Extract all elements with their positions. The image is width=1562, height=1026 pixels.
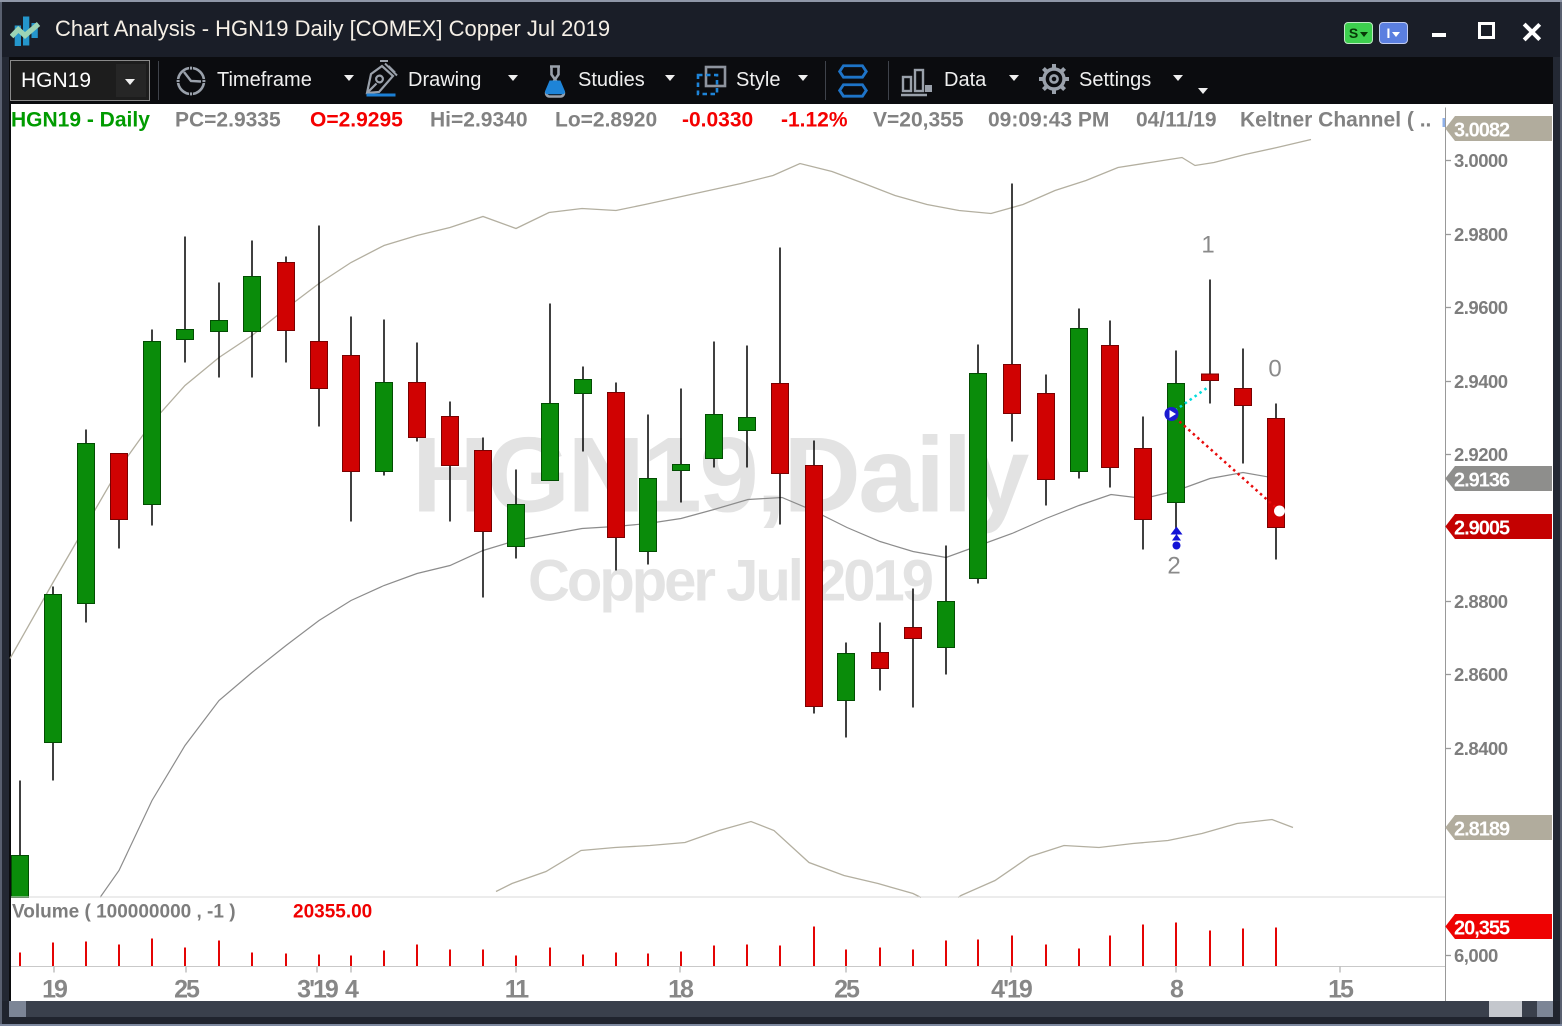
svg-text:2.9800: 2.9800 (1454, 224, 1508, 245)
svg-text:20355.00: 20355.00 (293, 901, 372, 922)
svg-text:20,355: 20,355 (1454, 917, 1510, 939)
svg-text:Hi=2.9340: Hi=2.9340 (430, 108, 528, 131)
svg-text:2: 2 (1167, 552, 1180, 579)
svg-text:-0.0330: -0.0330 (682, 108, 753, 131)
svg-text:19: 19 (42, 975, 67, 1001)
svg-text:4'19: 4'19 (991, 975, 1032, 1001)
svg-text:15: 15 (1328, 975, 1354, 1001)
svg-text:3'19: 3'19 (297, 975, 338, 1001)
svg-text:2.9136: 2.9136 (1454, 469, 1510, 491)
svg-text:2.8189: 2.8189 (1454, 818, 1510, 840)
svg-text:Volume ( 100000000 , -1 ): Volume ( 100000000 , -1 ) (12, 901, 236, 922)
svg-text:2.9600: 2.9600 (1454, 297, 1508, 318)
svg-text:25: 25 (834, 975, 860, 1001)
svg-text:-1.12%: -1.12% (781, 108, 848, 131)
svg-text:PC=2.9335: PC=2.9335 (175, 108, 281, 131)
svg-text:2.8600: 2.8600 (1454, 664, 1508, 685)
svg-text:04/11/19: 04/11/19 (1136, 108, 1217, 131)
svg-text:V=20,355: V=20,355 (873, 108, 964, 131)
svg-text:2.9005: 2.9005 (1454, 517, 1510, 539)
svg-text:3.0082: 3.0082 (1454, 119, 1510, 141)
svg-text:11: 11 (505, 975, 530, 1001)
svg-text:2.9400: 2.9400 (1454, 371, 1508, 392)
svg-text:Copper Jul 2019: Copper Jul 2019 (528, 548, 933, 613)
svg-text:2.8400: 2.8400 (1454, 738, 1508, 759)
svg-text:1: 1 (1201, 231, 1214, 258)
svg-text:18: 18 (668, 975, 694, 1001)
svg-text:Lo=2.8920: Lo=2.8920 (555, 108, 657, 131)
svg-text:2.9200: 2.9200 (1454, 444, 1508, 465)
svg-text:25: 25 (174, 975, 200, 1001)
svg-text:Keltner Channel ( ..: Keltner Channel ( .. (1240, 108, 1431, 131)
svg-text:09:09:43 PM: 09:09:43 PM (988, 108, 1109, 131)
svg-text:0: 0 (1268, 355, 1281, 382)
svg-text:4: 4 (345, 975, 359, 1001)
svg-text:O=2.9295: O=2.9295 (310, 108, 403, 131)
svg-text:HGN19 - Daily: HGN19 - Daily (11, 108, 150, 131)
svg-text:2.8800: 2.8800 (1454, 591, 1508, 612)
svg-text:6,000: 6,000 (1454, 945, 1498, 966)
svg-text:8: 8 (1170, 975, 1184, 1001)
svg-text:3.0000: 3.0000 (1454, 150, 1508, 171)
